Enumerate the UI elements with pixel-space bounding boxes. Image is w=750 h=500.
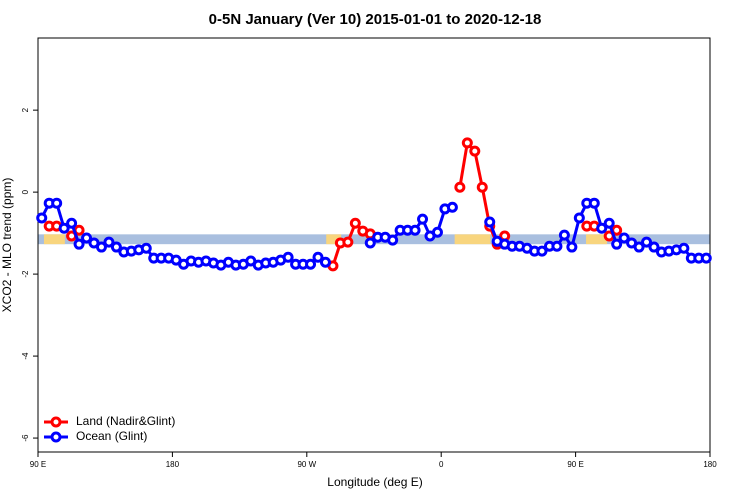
data-point <box>305 258 317 270</box>
data-point <box>454 181 466 193</box>
legend-marker <box>50 431 62 443</box>
data-point <box>319 256 331 268</box>
data-point <box>446 201 458 213</box>
land-band <box>43 234 65 245</box>
data-point <box>469 145 481 157</box>
data-point <box>558 229 570 241</box>
data-point <box>58 222 70 234</box>
y-tick-label: 2 <box>21 107 30 112</box>
data-point <box>36 212 48 224</box>
land-band <box>586 234 607 245</box>
y-axis-label: XCO2 - MLO trend (ppm) <box>0 178 14 313</box>
land-band <box>326 234 342 245</box>
data-point <box>461 137 473 149</box>
data-point <box>700 252 712 264</box>
x-tick-label: 90 E <box>567 460 583 469</box>
x-tick-label: 180 <box>703 460 717 469</box>
data-point <box>611 238 623 250</box>
data-point <box>484 216 496 228</box>
data-point <box>648 241 660 253</box>
data-point <box>536 245 548 257</box>
data-point <box>110 241 122 253</box>
data-point <box>312 251 324 263</box>
data-point <box>140 242 152 254</box>
data-point <box>551 240 563 252</box>
y-tick-label: -6 <box>21 434 30 442</box>
data-point <box>51 197 63 209</box>
land-band <box>454 234 491 245</box>
data-point <box>73 238 85 250</box>
data-point <box>678 242 690 254</box>
data-point <box>282 251 294 263</box>
data-point <box>364 237 376 249</box>
data-point <box>573 212 585 224</box>
x-tick-label: 90 W <box>297 460 316 469</box>
x-axis-label: Longitude (deg E) <box>327 475 422 489</box>
data-point <box>476 181 488 193</box>
x-tick-label: 0 <box>439 460 444 469</box>
data-point <box>342 236 354 248</box>
chart-title: 0-5N January (Ver 10) 2015-01-01 to 2020… <box>209 11 542 28</box>
data-point <box>596 222 608 234</box>
data-point <box>66 217 78 229</box>
data-point <box>641 236 653 248</box>
data-point <box>387 234 399 246</box>
data-point <box>588 197 600 209</box>
data-point <box>417 213 429 225</box>
data-point <box>566 241 578 253</box>
legend-label: Ocean (Glint) <box>76 429 147 443</box>
data-point <box>349 217 361 229</box>
legend-marker <box>50 416 62 428</box>
legend-label: Land (Nadir&Glint) <box>76 414 175 428</box>
data-point <box>81 232 93 244</box>
data-point <box>409 224 421 236</box>
y-tick-label: 0 <box>21 189 30 194</box>
data-point <box>603 217 615 229</box>
data-point <box>431 226 443 238</box>
data-point <box>618 232 630 244</box>
x-tick-label: 180 <box>166 460 180 469</box>
data-point <box>633 241 645 253</box>
plot-frame <box>37 37 711 453</box>
y-tick-label: -2 <box>21 270 30 278</box>
data-point <box>95 241 107 253</box>
x-tick-label: 90 E <box>30 460 46 469</box>
y-tick-label: -4 <box>21 352 30 360</box>
data-point <box>103 236 115 248</box>
